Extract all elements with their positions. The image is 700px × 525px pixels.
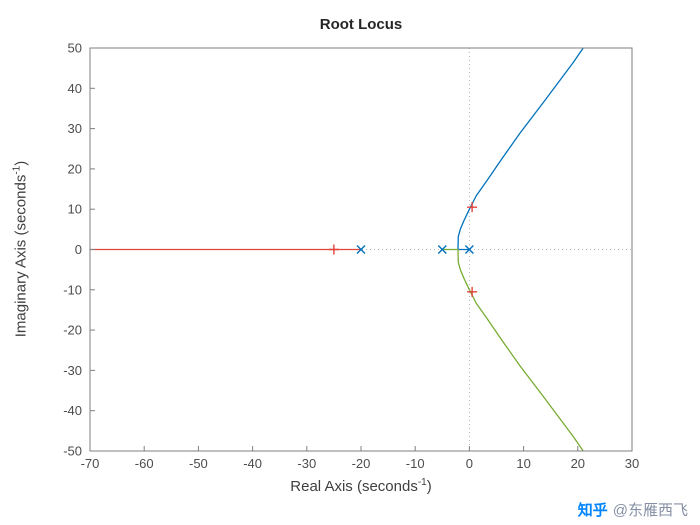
x-tick-label: -70 bbox=[81, 456, 100, 471]
x-axis-label-superscript: -1 bbox=[417, 477, 427, 488]
selected-pole-marker bbox=[467, 202, 478, 213]
x-tick-label: 20 bbox=[571, 456, 585, 471]
y-tick-label: 40 bbox=[68, 81, 82, 96]
watermark: 知乎 @东雁西飞 bbox=[578, 499, 688, 520]
x-tick-label: -10 bbox=[406, 456, 425, 471]
locus-upper-complex-branch bbox=[457, 47, 584, 251]
y-tick-label: -30 bbox=[63, 363, 82, 378]
x-tick-label: -40 bbox=[243, 456, 262, 471]
x-tick-label: -50 bbox=[189, 456, 208, 471]
x-tick-label: -60 bbox=[135, 456, 154, 471]
open-loop-pole-marker bbox=[437, 245, 447, 254]
selected-pole-marker bbox=[467, 286, 478, 297]
x-axis-label-close: ) bbox=[426, 478, 432, 495]
open-loop-pole-marker bbox=[464, 245, 474, 254]
x-tick-label: -20 bbox=[352, 456, 371, 471]
y-axis-label-close: ) bbox=[12, 160, 30, 166]
y-axis-label-text: Imaginary Axis (seconds bbox=[12, 174, 30, 338]
open-loop-pole-marker bbox=[356, 245, 366, 254]
y-tick-label: 0 bbox=[75, 242, 82, 257]
x-tick-label: 0 bbox=[466, 456, 473, 471]
y-axis-label: Imaginary Axis (seconds-1) bbox=[11, 160, 30, 338]
x-axis-label-text: Real Axis (seconds bbox=[290, 478, 418, 495]
y-tick-label: 10 bbox=[68, 202, 82, 217]
watermark-author-handle: @东雁西飞 bbox=[612, 502, 688, 519]
selected-pole-marker bbox=[328, 244, 339, 255]
y-tick-label: -40 bbox=[63, 403, 82, 418]
y-tick-label: -50 bbox=[63, 444, 82, 459]
chart-title: Root Locus bbox=[319, 16, 403, 33]
y-tick-label: 50 bbox=[68, 41, 82, 56]
watermark-brand-logo: 知乎 bbox=[577, 502, 608, 519]
x-tick-label: 30 bbox=[625, 456, 639, 471]
x-tick-label: 10 bbox=[516, 456, 530, 471]
y-axis-label-superscript: -1 bbox=[11, 165, 23, 175]
locus-lower-complex-branch bbox=[442, 248, 584, 452]
x-tick-label: -30 bbox=[297, 456, 316, 471]
y-tick-label: 30 bbox=[68, 121, 82, 136]
x-axis-label: Real Axis (seconds-1) bbox=[290, 477, 432, 496]
y-tick-label: 20 bbox=[68, 161, 82, 176]
y-tick-label: -10 bbox=[63, 282, 82, 297]
y-tick-label: -20 bbox=[63, 323, 82, 338]
